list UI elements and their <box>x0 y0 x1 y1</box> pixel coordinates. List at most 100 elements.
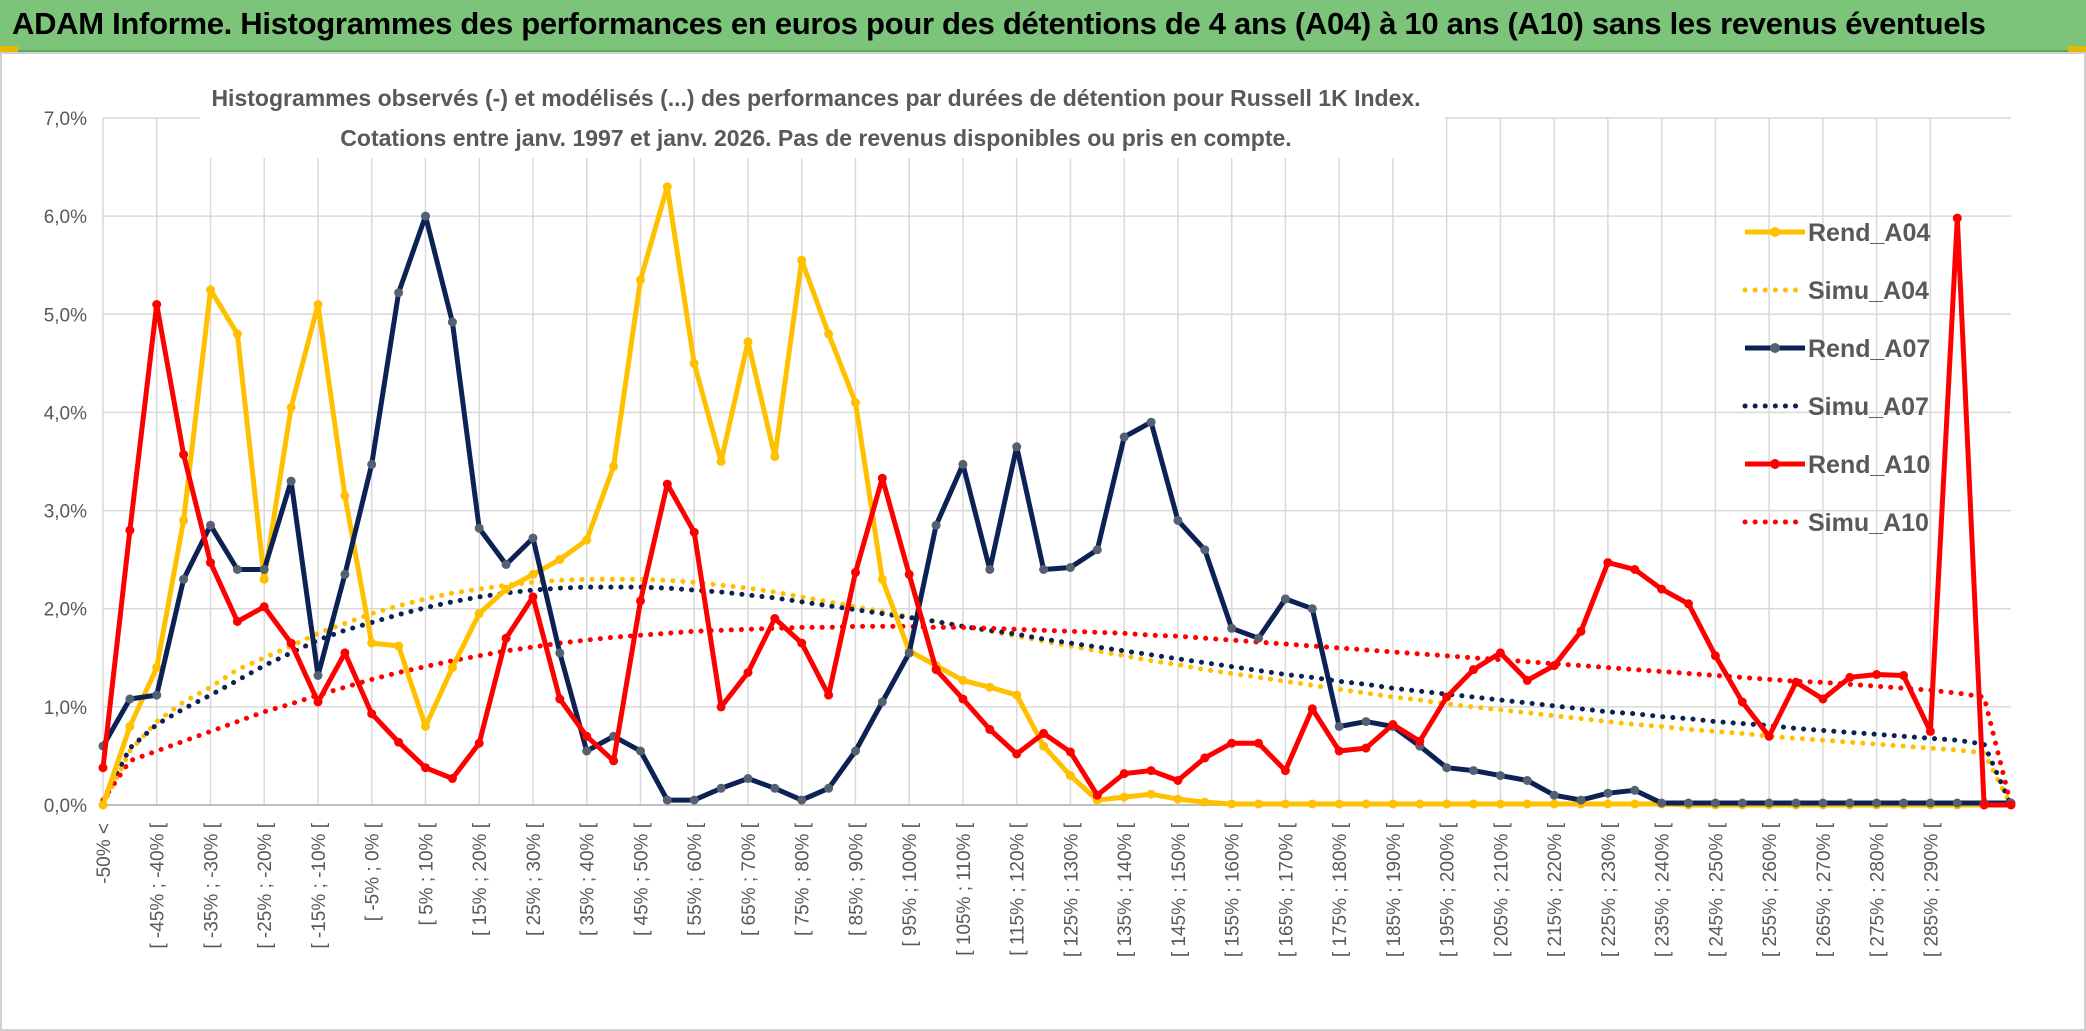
data-point <box>662 795 672 805</box>
x-tick-label: [ 75% ; 80% [ <box>793 822 814 936</box>
data-point <box>555 648 565 658</box>
data-point <box>958 675 968 685</box>
data-point <box>1039 741 1049 751</box>
data-point <box>1684 599 1693 609</box>
x-tick-label: [ 225% ; 230% [ <box>1599 822 1620 957</box>
data-point <box>501 584 511 594</box>
data-point <box>313 697 323 707</box>
legend-item-Simu_A10: Simu_A10 <box>1742 509 1929 537</box>
data-point <box>1549 661 1559 671</box>
data-point <box>1415 799 1425 809</box>
data-point <box>1630 785 1640 795</box>
data-point <box>1200 797 1210 807</box>
data-point <box>1576 795 1586 805</box>
data-point <box>447 663 457 673</box>
data-point <box>1764 798 1774 808</box>
data-point <box>716 457 726 466</box>
data-point <box>1146 766 1156 776</box>
data-point <box>232 329 242 339</box>
data-point <box>904 648 914 658</box>
data-point <box>1173 794 1183 804</box>
y-tick-label: 1,0% <box>44 698 87 719</box>
data-point <box>1388 799 1398 809</box>
x-axis: -50% < [ -45% ; -40% [[ -35% ; -30% [[ -2… <box>94 804 2011 957</box>
data-point <box>1469 665 1478 675</box>
data-point <box>1495 771 1505 781</box>
data-point <box>394 288 404 298</box>
legend-marker <box>1770 459 1780 469</box>
legend-item-Simu_A04: Simu_A04 <box>1742 277 1929 305</box>
data-point <box>528 533 538 543</box>
data-point <box>985 565 995 574</box>
series-line <box>100 213 2011 806</box>
data-point <box>1576 626 1586 636</box>
data-point <box>1361 717 1371 727</box>
data-point <box>1092 545 1102 555</box>
data-point <box>421 763 430 773</box>
data-point <box>985 682 995 692</box>
data-point <box>1334 746 1344 756</box>
data-point <box>367 459 377 469</box>
legend-label: Simu_A07 <box>1808 393 1929 421</box>
data-point <box>1710 651 1720 661</box>
data-point <box>1307 704 1317 714</box>
data-point <box>877 473 887 483</box>
x-tick-label: [ 165% ; 170% [ <box>1276 822 1297 957</box>
data-point <box>1254 633 1263 643</box>
legend-label: Rend_A10 <box>1808 451 1930 479</box>
data-point <box>313 300 323 309</box>
data-point <box>98 763 108 773</box>
data-point <box>877 574 887 584</box>
data-point <box>582 731 592 741</box>
series-Simu_A07 <box>100 584 2014 808</box>
legend-label: Rend_A07 <box>1808 335 1930 363</box>
chart-legend: Rend_A04 Simu_A04 Rend_A07 Simu_A07 Rend_A10… <box>1742 219 1930 537</box>
data-point <box>1119 792 1129 802</box>
legend-marker <box>1770 227 1780 237</box>
x-tick-label: [ 65% ; 70% [ <box>739 822 760 936</box>
series-Simu_A10 <box>100 623 2014 808</box>
data-point <box>1254 738 1263 748</box>
x-tick-label: [ 35% ; 40% [ <box>578 822 599 936</box>
data-point <box>1684 798 1693 808</box>
data-point <box>851 398 860 408</box>
x-tick-label: [ 285% ; 290% [ <box>1921 822 1942 957</box>
data-point <box>689 795 699 805</box>
data-point <box>931 520 941 530</box>
data-point <box>1818 798 1828 808</box>
data-point <box>824 690 834 700</box>
data-point <box>1603 799 1613 809</box>
data-point <box>958 459 968 469</box>
chart-frame <box>0 52 2086 1031</box>
x-tick-label: [ 55% ; 60% [ <box>685 822 706 936</box>
data-point <box>1200 753 1210 763</box>
report-title: ADAM Informe. Histogrammes des performan… <box>12 6 1986 41</box>
data-point <box>340 648 350 658</box>
data-point <box>1469 766 1478 776</box>
data-point <box>501 560 511 569</box>
y-tick-label: 7,0% <box>44 109 87 130</box>
data-point <box>313 671 323 680</box>
x-tick-label: [ -15% ; -10% [ <box>309 822 330 948</box>
data-point <box>797 795 807 805</box>
data-point <box>1737 697 1747 707</box>
data-point <box>286 476 296 486</box>
data-point <box>1469 799 1478 809</box>
data-point <box>1280 799 1290 809</box>
data-point <box>1603 558 1613 568</box>
data-point <box>1845 672 1855 682</box>
data-point <box>1657 584 1667 594</box>
data-point <box>1442 692 1452 702</box>
chart-grid <box>102 117 2011 806</box>
x-tick-label: [ -45% ; -40% [ <box>148 822 169 948</box>
data-point <box>259 565 269 574</box>
data-point <box>179 515 189 525</box>
data-point <box>1549 799 1559 809</box>
y-tick-label: 3,0% <box>44 502 87 523</box>
data-point <box>1710 798 1720 808</box>
legend-item-Rend_A07: Rend_A07 <box>1745 335 1930 363</box>
data-point <box>1872 670 1882 679</box>
data-point <box>1119 769 1129 779</box>
data-point <box>555 555 565 565</box>
data-point <box>770 783 780 793</box>
